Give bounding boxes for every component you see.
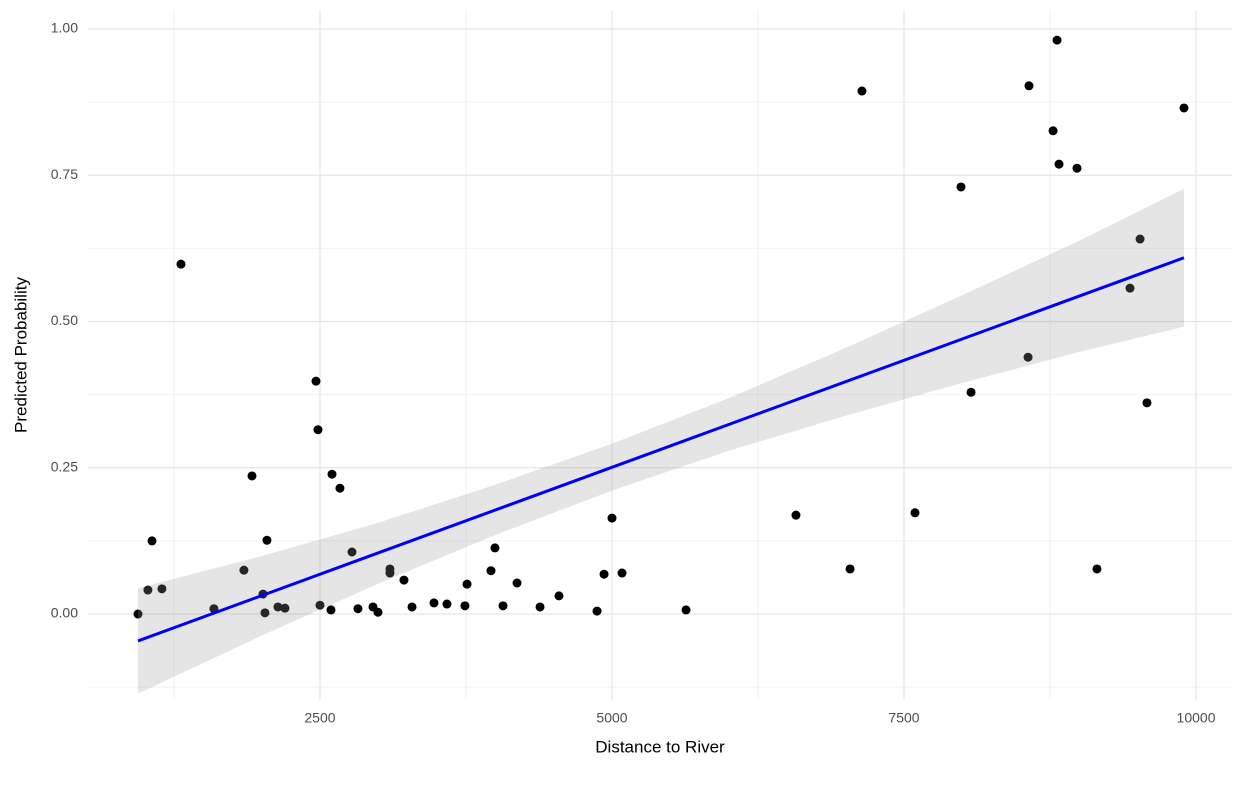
point [407,602,417,612]
point [460,601,470,611]
x-tick-label: 7500 [888,710,919,726]
point [592,606,602,616]
point [176,259,186,269]
point [1054,159,1064,169]
point [845,564,855,574]
point [280,603,290,613]
point [462,579,472,589]
point [1048,126,1058,136]
point [1024,81,1034,91]
y-tick-label: 0.50 [51,312,78,328]
point [262,535,272,545]
point [147,536,157,546]
point [260,608,270,618]
point [607,513,617,523]
point [442,599,452,609]
point [373,607,383,617]
point [143,585,153,595]
point [133,609,143,619]
x-tick-label: 10000 [1177,710,1216,726]
point [498,601,508,611]
point [239,565,249,575]
y-tick-label: 0.00 [51,605,78,621]
point [956,182,966,192]
y-tick-label: 0.25 [51,458,78,474]
point [273,602,283,612]
point [247,471,257,481]
point [512,578,522,588]
point [157,584,167,594]
point [385,568,395,578]
point [1072,163,1082,173]
point [1023,352,1033,362]
point [353,604,363,614]
point [599,569,609,579]
point [326,605,336,615]
point [347,547,357,557]
fit-line [137,256,1185,643]
point [1142,398,1152,408]
point [554,591,564,601]
x-tick-label: 5000 [596,710,627,726]
point [429,598,439,608]
point [857,86,867,96]
point [315,600,325,610]
y-axis-title: Predicted Probability [11,277,30,433]
point [486,566,496,576]
point [1125,283,1135,293]
point [617,568,627,578]
x-axis-title: Distance to River [595,737,725,756]
point [327,469,337,479]
point [1052,35,1062,45]
point [791,510,801,520]
x-tick-label: 2500 [304,710,335,726]
point [910,508,920,518]
point [535,602,545,612]
confidence-band [137,188,1184,694]
point [313,425,323,435]
point [681,605,691,615]
y-tick-label: 1.00 [51,20,78,36]
point [399,575,409,585]
y-tick-label: 0.75 [51,166,78,182]
point [1092,564,1102,574]
point [335,483,345,493]
point [311,376,321,386]
point [490,543,500,553]
point [1135,234,1145,244]
point [1179,103,1189,113]
point [966,387,976,397]
